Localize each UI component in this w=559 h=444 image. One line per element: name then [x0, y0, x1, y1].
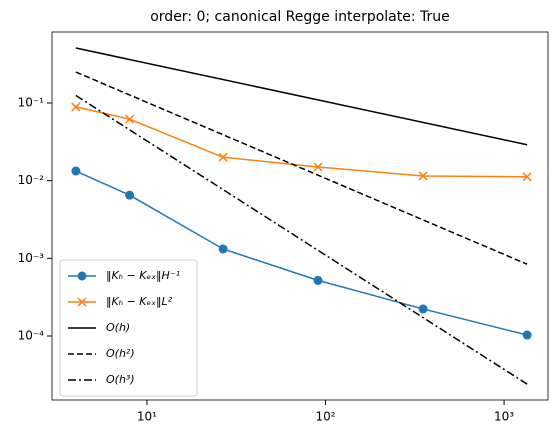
legend-label: O(h²) [106, 347, 135, 360]
x-tick-label: 10³ [494, 410, 514, 424]
marker [71, 166, 81, 176]
series-line [75, 94, 528, 385]
marker [418, 171, 428, 181]
y-tick-label: 10⁻³ [18, 251, 45, 265]
legend-label: O(h) [106, 321, 130, 334]
legend-label: ‖Kₕ − Kₑₓ‖H⁻¹ [106, 269, 180, 282]
marker [418, 304, 428, 314]
series-line [75, 47, 528, 146]
legend-label: ‖Kₕ − Kₑₓ‖L² [106, 295, 173, 308]
series-line [75, 170, 528, 336]
y-tick-label: 10⁻⁴ [18, 329, 45, 343]
legend: ‖Kₕ − Kₑₓ‖H⁻¹ ‖Kₕ − Kₑₓ‖L² O(h) O(h²) O(h³) [59, 259, 198, 397]
marker [71, 102, 81, 112]
chart-title: order: 0; canonical Regge interpolate: T… [150, 9, 450, 25]
marker [313, 162, 323, 172]
legend-marker [77, 271, 87, 281]
legend-box [59, 259, 198, 397]
x-tick-label: 10¹ [137, 410, 157, 424]
x-tick-label: 10² [315, 410, 335, 424]
plot-frame [51, 31, 549, 401]
y-tick-label: 10⁻² [18, 173, 45, 187]
legend-marker [77, 297, 87, 307]
marker [125, 190, 135, 200]
marker [125, 114, 135, 124]
marker [218, 244, 228, 254]
marker [522, 330, 532, 340]
series-line [75, 71, 528, 265]
series-line [75, 106, 528, 178]
legend-label: O(h³) [106, 373, 135, 386]
y-tick-label: 10⁻¹ [18, 95, 45, 109]
marker [522, 172, 532, 182]
marker [218, 152, 228, 162]
marker [313, 275, 323, 285]
